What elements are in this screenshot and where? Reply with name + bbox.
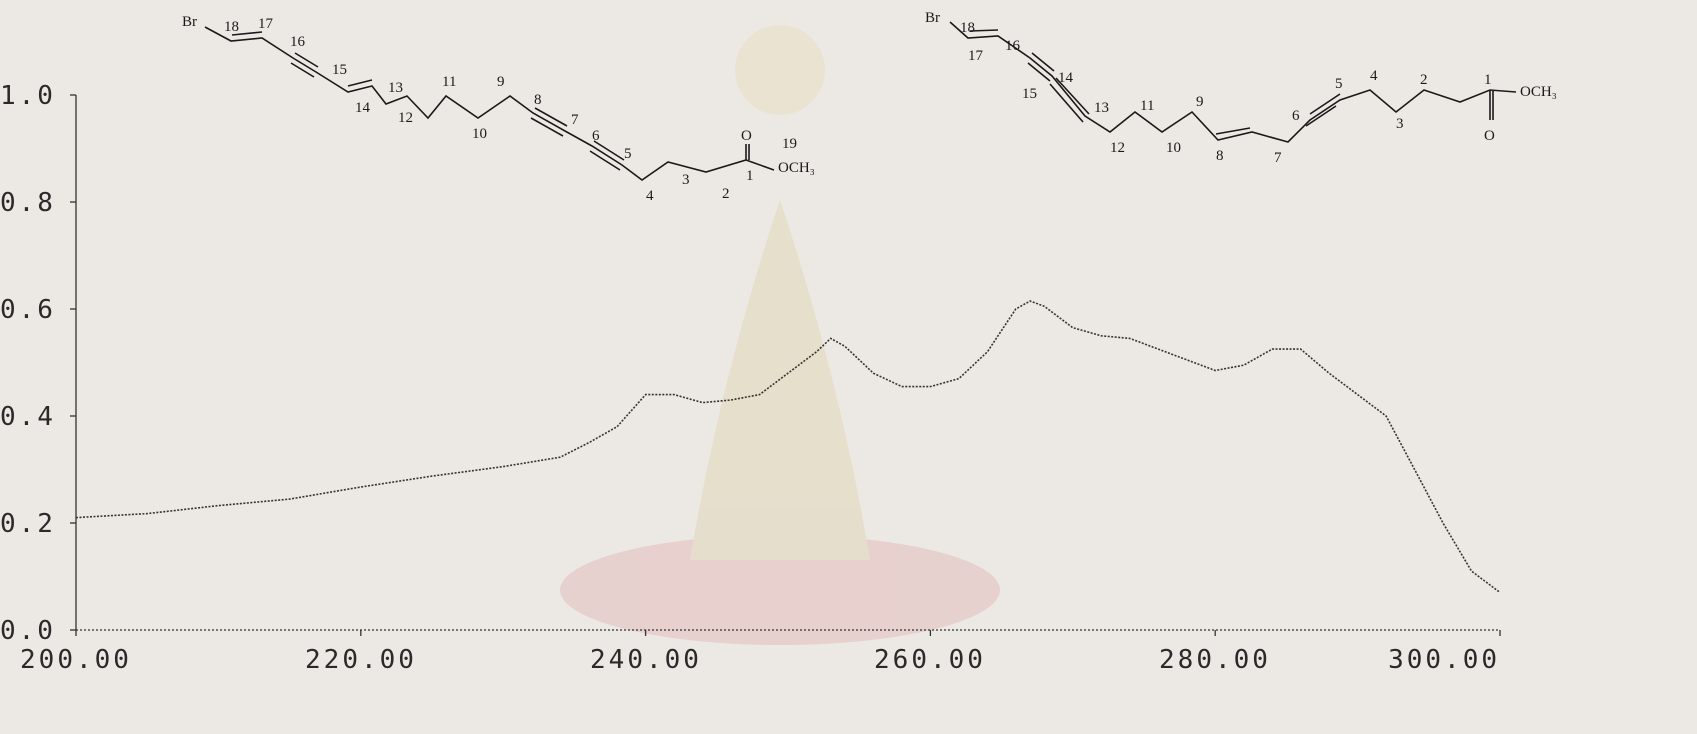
structure-left-c2: 2 [722, 186, 730, 202]
y-ticks [70, 94, 76, 631]
structure-right-c13: 13 [1094, 100, 1109, 116]
structure-left-c15: 15 [332, 62, 347, 78]
structure-right-carbonyl-o: O [1484, 128, 1495, 144]
structure-right-c14: 14 [1058, 70, 1074, 86]
structure-left-c14: 14 [355, 100, 371, 116]
structure-right-c2: 2 [1420, 72, 1428, 88]
y-tick-label: 0.6 [0, 295, 56, 325]
structure-left-c7: 7 [571, 112, 579, 128]
structure-right-c10: 10 [1166, 140, 1181, 156]
structure-left-c5: 5 [624, 146, 632, 162]
structure-left-c19: 19 [782, 136, 797, 152]
y-tick-label: 1.0 [0, 81, 56, 111]
structure-right-c16: 16 [1005, 38, 1021, 54]
structure-left-c18: 18 [224, 19, 239, 35]
y-tick-label: 0.8 [0, 188, 56, 218]
y-tick-labels: 0.0 0.2 0.4 0.6 0.8 1.0 [0, 81, 56, 646]
x-tick-label: 240.00 [590, 645, 702, 675]
y-tick-label: 0.2 [0, 509, 56, 539]
x-tick-label: 300.00 [1388, 645, 1500, 675]
x-ticks [75, 630, 1501, 636]
structure-left-multibonds [231, 31, 625, 171]
watermark-emblem [560, 25, 1000, 645]
structure-right-c6: 6 [1292, 108, 1300, 124]
x-tick-label: 200.00 [20, 645, 132, 675]
structure-left-c3: 3 [682, 172, 690, 188]
structure-right-c8: 8 [1216, 148, 1224, 164]
structure-right-c1: 1 [1484, 72, 1492, 88]
structure-right-bonds [949, 21, 1517, 143]
structure-right-c9: 9 [1196, 94, 1204, 110]
structure-right-c4: 4 [1370, 68, 1378, 84]
structure-left-c17: 17 [258, 16, 274, 32]
structure-right-c11: 11 [1140, 98, 1154, 114]
structure-left-c1: 1 [746, 168, 754, 184]
structure-left-c4: 4 [646, 188, 654, 204]
x-tick-label: 280.00 [1159, 645, 1271, 675]
absorbance-line [75, 300, 1501, 594]
x-tick-labels: 200.00 220.00 240.00 260.00 280.00 300.0… [20, 645, 1500, 675]
structure-left-c11: 11 [442, 74, 456, 90]
structure-right-c5: 5 [1335, 76, 1343, 92]
structure-right-c18: 18 [960, 20, 975, 36]
structure-left: Br 18 17 16 15 14 13 12 11 10 9 8 7 6 5 … [182, 14, 815, 204]
y-tick-label: 0.4 [0, 402, 56, 432]
structure-right-methoxy: OCH₃ [1520, 84, 1557, 100]
structure-left-bonds [204, 26, 775, 181]
structure-right-c3: 3 [1396, 116, 1404, 132]
structure-right-multibonds [969, 29, 1341, 135]
structure-left-c6: 6 [592, 128, 600, 144]
structure-left-c16: 16 [290, 34, 306, 50]
structure-left-c13: 13 [388, 80, 403, 96]
structure-right-c12: 12 [1110, 140, 1125, 156]
structure-right-c15: 15 [1022, 86, 1037, 102]
structure-right: Br 18 17 16 15 14 13 12 11 10 9 8 7 6 5 … [925, 10, 1557, 166]
y-tick-label: 0.0 [0, 616, 56, 646]
structure-left-c9: 9 [497, 74, 505, 90]
structure-right-c7: 7 [1274, 150, 1282, 166]
structure-left-methoxy: OCH₃ [778, 160, 815, 176]
structure-right-c17: 17 [968, 48, 984, 64]
structure-left-br: Br [182, 14, 197, 30]
x-tick-label: 220.00 [305, 645, 417, 675]
structure-left-c12: 12 [398, 110, 413, 126]
structure-left-c10: 10 [472, 126, 487, 142]
structure-left-c8: 8 [534, 92, 542, 108]
structure-left-carbonyl-o: O [741, 128, 752, 144]
structure-right-br: Br [925, 10, 940, 26]
x-tick-label: 260.00 [874, 645, 986, 675]
